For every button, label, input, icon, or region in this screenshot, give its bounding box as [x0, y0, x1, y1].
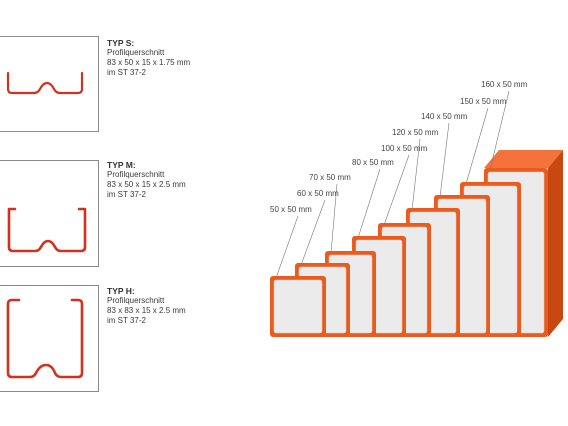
profile-s-cross-section — [6, 71, 84, 95]
size-label: 160 x 50 mm — [481, 80, 528, 89]
size-label: 50 x 50 mm — [270, 205, 312, 214]
profile-type-label: TYP M: — [107, 160, 136, 170]
profile-dimensions: 83 x 50 x 15 x 1.75 mm — [107, 58, 191, 67]
profile-type-label: TYP H: — [107, 286, 135, 296]
profile-panel-s — [0, 36, 99, 132]
leader-line — [330, 183, 338, 254]
tube-top-face — [484, 150, 563, 168]
leader-line — [411, 138, 421, 211]
profile-material: im ST 37-2 — [107, 316, 146, 325]
profile-spec-m: TYP M: Profilquerschnitt 83 x 50 x 15 x … — [107, 160, 186, 200]
profile-spec-h: TYP H: Profilquerschnitt 83 x 83 x 15 x … — [107, 286, 186, 326]
tube-side-face — [548, 150, 563, 337]
leader-line — [383, 154, 410, 226]
size-label: 120 x 50 mm — [392, 128, 439, 137]
size-label: 70 x 50 mm — [309, 173, 351, 182]
leader-line — [300, 199, 326, 266]
leader-line — [465, 107, 489, 185]
leader-line — [357, 168, 381, 239]
size-label: 80 x 50 mm — [352, 158, 394, 167]
size-label: 60 x 50 mm — [297, 189, 339, 198]
profile-name: Profilquerschnitt — [107, 296, 165, 305]
leader-line — [489, 90, 510, 171]
profile-name: Profilquerschnitt — [107, 170, 165, 179]
tube-inner — [273, 279, 323, 334]
profile-dimensions: 83 x 50 x 15 x 2.5 mm — [107, 180, 186, 189]
profile-dimensions: 83 x 83 x 15 x 2.5 mm — [107, 306, 186, 315]
size-label: 140 x 50 mm — [421, 112, 468, 121]
profile-type-label: TYP S: — [107, 38, 135, 48]
profile-spec-s: TYP S: Profilquerschnitt 83 x 50 x 15 x … — [107, 38, 190, 78]
profile-material: im ST 37-2 — [107, 68, 146, 77]
leader-line — [439, 122, 450, 198]
profile-m-cross-section — [7, 207, 87, 253]
size-label: 150 x 50 mm — [460, 97, 507, 106]
leader-line — [275, 215, 299, 279]
profile-panel-m — [0, 160, 99, 267]
profile-panel-h — [0, 285, 99, 392]
profile-name: Profilquerschnitt — [107, 48, 165, 57]
profile-h-cross-section — [6, 298, 84, 379]
size-label: 100 x 50 mm — [381, 144, 428, 153]
profile-material: im ST 37-2 — [107, 190, 146, 199]
